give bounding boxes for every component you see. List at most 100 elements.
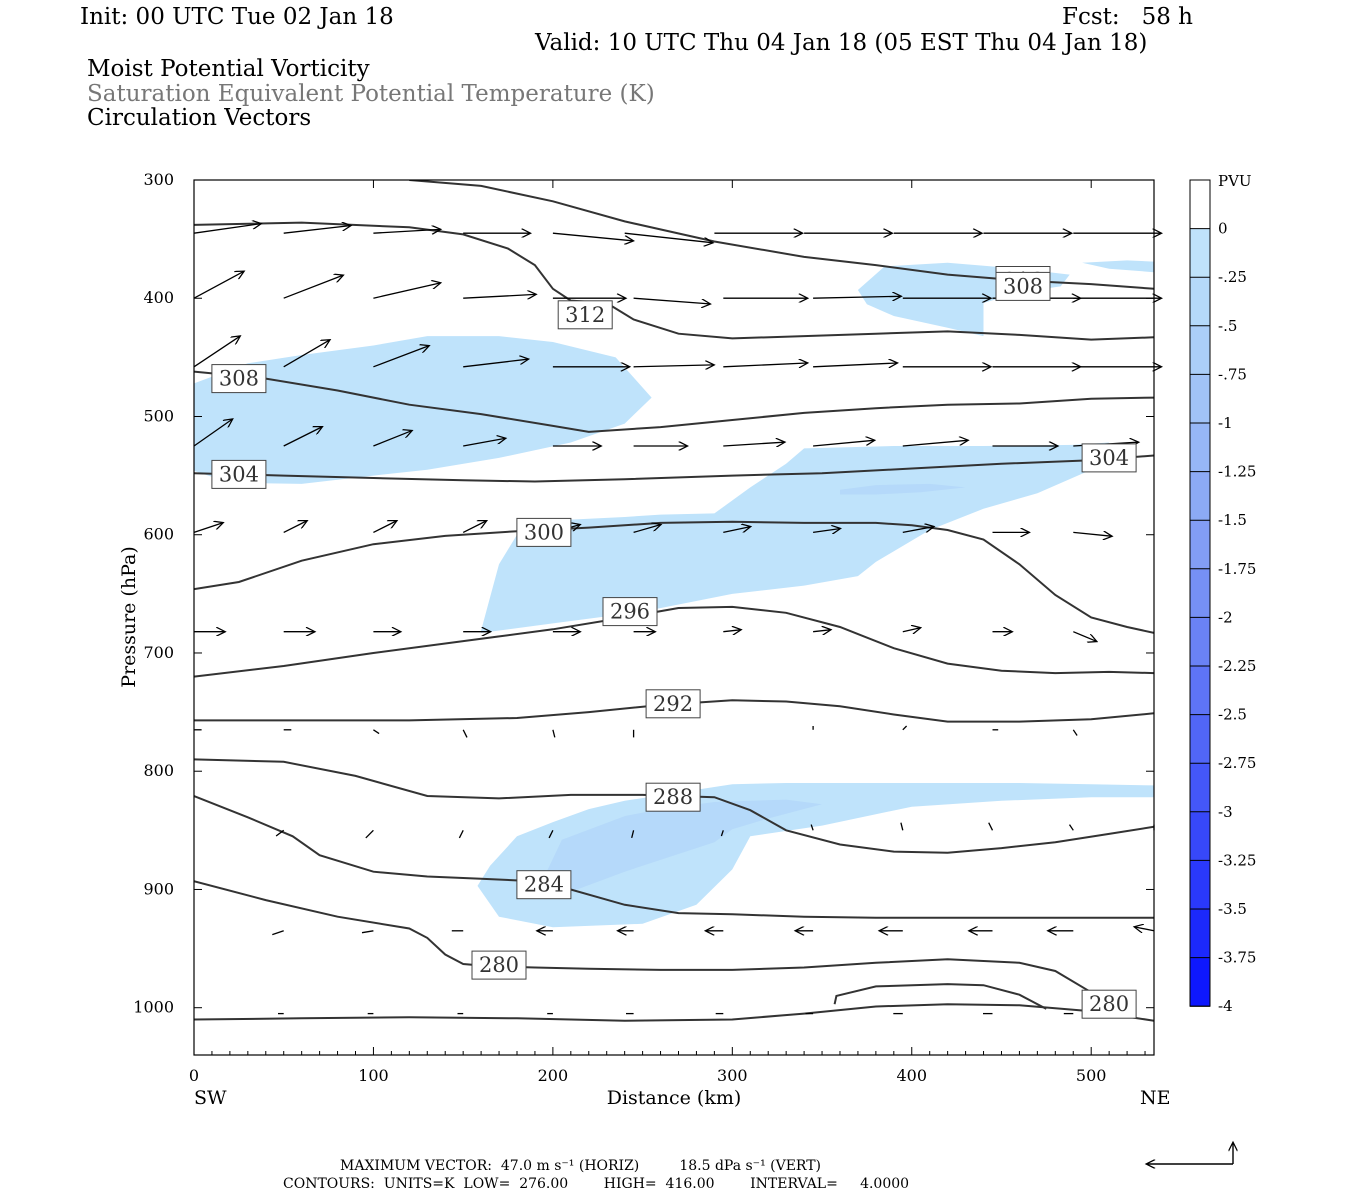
circulation-vector: [1068, 824, 1074, 831]
circulation-vector: [193, 419, 232, 447]
contour-label-box: [1081, 989, 1137, 1019]
circulation-vector: [633, 365, 714, 367]
mpv-area: [1082, 260, 1154, 273]
x-axis-label: Distance (km): [607, 1087, 742, 1109]
mpv-area: [840, 483, 966, 495]
reference-vector-icon: [1147, 1143, 1233, 1164]
contour-label-text: 300: [524, 520, 564, 544]
colorbar-label: -.5: [1218, 317, 1237, 335]
colorbar-label: -4: [1218, 997, 1233, 1015]
contour-label-box: [211, 459, 267, 489]
contour-label-box: [602, 597, 658, 627]
contour-label-text: 312: [565, 303, 605, 327]
mpv-shading: [194, 260, 1154, 928]
circulation-vector: [373, 521, 396, 533]
x-axis-left-end-label: SW: [194, 1087, 227, 1109]
colorbar-swatch: [1190, 180, 1210, 229]
field-title-vectors: Circulation Vectors: [87, 105, 312, 131]
contour-label: 312: [557, 300, 613, 330]
theta-es-contours: [194, 180, 1154, 1022]
mpv-area: [543, 799, 822, 892]
contour-label-text: 280: [1089, 992, 1129, 1016]
contour-line-280: [194, 880, 1092, 994]
x-tick-label: 300: [717, 1066, 748, 1085]
y-tick-label: 1000: [133, 998, 174, 1017]
circulation-vector: [813, 363, 897, 367]
circulation-vector: [723, 630, 740, 632]
circulation-vector: [723, 442, 784, 446]
contour-label-box: [211, 364, 267, 394]
circulation-vector: [633, 297, 710, 304]
colorbar-swatch: [1190, 860, 1210, 909]
colorbar-swatch: [1190, 471, 1210, 521]
colorbar-label: -3: [1218, 803, 1233, 821]
circulation-vector: [552, 729, 556, 738]
circulation-vector: [463, 438, 505, 447]
y-tick-label: 600: [143, 525, 174, 544]
circulation-vector: [373, 729, 380, 735]
contour-label: 288: [645, 782, 701, 812]
contour-label: 308: [995, 271, 1051, 301]
circulation-vector: [813, 630, 830, 632]
contour-labels: 316312308308304304300296292288284280280: [211, 266, 1137, 1019]
circulation-vector: [723, 527, 750, 533]
mpv-area: [481, 442, 1110, 633]
contour-label-box: [516, 870, 572, 900]
colorbar-label: -2: [1218, 608, 1233, 626]
circulation-vector: [900, 822, 904, 831]
colorbar-label: -.25: [1218, 268, 1247, 286]
circulation-vector: [631, 830, 635, 839]
circulation-vector: [633, 525, 661, 534]
colorbar-swatch: [1190, 520, 1210, 569]
colorbar-unit: PVU: [1218, 172, 1252, 190]
circulation-vector: [463, 294, 535, 298]
circulation-vector: [548, 830, 554, 839]
contour-line-300: [194, 520, 1154, 634]
colorbar-label: -1.25: [1218, 463, 1256, 481]
colorbar-swatch: [1190, 811, 1210, 861]
x-tick-label: 100: [358, 1066, 389, 1085]
colorbar-label: -3.5: [1218, 900, 1247, 918]
contour-label-text: 288: [653, 785, 693, 809]
colorbar-label: -.75: [1218, 365, 1247, 383]
circulation-vector: [283, 275, 343, 299]
circulation-vector: [361, 930, 374, 934]
contour-label-box: [645, 689, 701, 719]
circulation-vector: [463, 359, 528, 368]
circulation-vector: [810, 824, 814, 831]
circulation-vector: [283, 427, 322, 447]
contour-label: 304: [1081, 443, 1137, 473]
contour-label-text: 292: [653, 692, 693, 716]
contour-label-text: 296: [610, 600, 650, 624]
contour-label-box: [516, 517, 572, 547]
contour-label: 280: [471, 950, 527, 980]
y-axis-label: Pressure (hPa): [118, 546, 140, 688]
contour-label: 296: [602, 597, 658, 627]
contour-line-304: [194, 454, 1154, 483]
circulation-vector: [813, 529, 840, 533]
circulation-vector: [193, 336, 240, 368]
circulation-vector: [193, 272, 243, 299]
colorbar-label: -2.75: [1218, 754, 1256, 772]
y-tick-label: 800: [143, 761, 174, 780]
axes: 0 100 200 300 400 500 300 400 500 600 700 800 900 100…: [133, 170, 1154, 1085]
y-tick-label: 300: [143, 170, 174, 189]
colorbar-label: -2.5: [1218, 706, 1247, 724]
contour-label-text: 304: [1089, 446, 1129, 470]
contour-label: 304: [211, 459, 267, 489]
circulation-vector: [373, 283, 440, 299]
contour-label-box: [995, 271, 1051, 301]
circulation-vector: [458, 830, 464, 839]
circulation-vector: [720, 830, 724, 837]
contour-label: 280: [1081, 989, 1137, 1019]
y-tick-label: 900: [143, 879, 174, 898]
max-vector-note: MAXIMUM VECTOR: 47.0 m s⁻¹ (HORIZ) 18.5 …: [340, 1158, 822, 1174]
colorbar-swatch: [1190, 277, 1210, 326]
contour-label: 300: [516, 517, 572, 547]
contour-label-text: 280: [479, 953, 519, 977]
colorbar-label: -1.5: [1218, 511, 1247, 529]
circulation-vector: [373, 346, 428, 368]
circulation-vector: [283, 226, 351, 234]
field-title-theta-es: Saturation Equivalent Potential Temperat…: [87, 81, 655, 107]
colorbar-swatch: [1190, 374, 1210, 423]
